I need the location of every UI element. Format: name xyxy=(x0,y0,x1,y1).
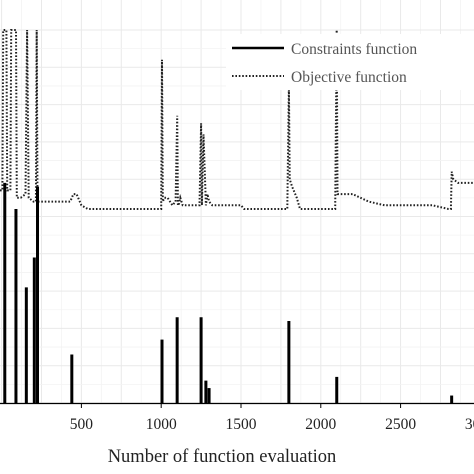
objective-series xyxy=(0,29,474,210)
x-tick-label: 500 xyxy=(70,416,94,433)
objective-function-line xyxy=(0,29,474,210)
x-tick-label: 1000 xyxy=(146,416,177,433)
legend-label-constraints: Constraints function xyxy=(291,41,417,58)
legend: Constraints function Objective function xyxy=(226,34,474,90)
x-ticks: 500 1000 1500 2000 2500 3000 xyxy=(70,403,474,433)
x-tick-label: 2500 xyxy=(385,416,416,433)
x-tick-label: 2000 xyxy=(305,416,336,433)
x-tick-label: 1500 xyxy=(225,416,256,433)
constraints-series xyxy=(3,182,454,403)
x-tick-label: 3000 xyxy=(465,416,474,433)
legend-label-objective: Objective function xyxy=(291,69,407,86)
x-axis-label: Number of function evaluation xyxy=(108,447,337,467)
legend-background xyxy=(226,34,474,90)
